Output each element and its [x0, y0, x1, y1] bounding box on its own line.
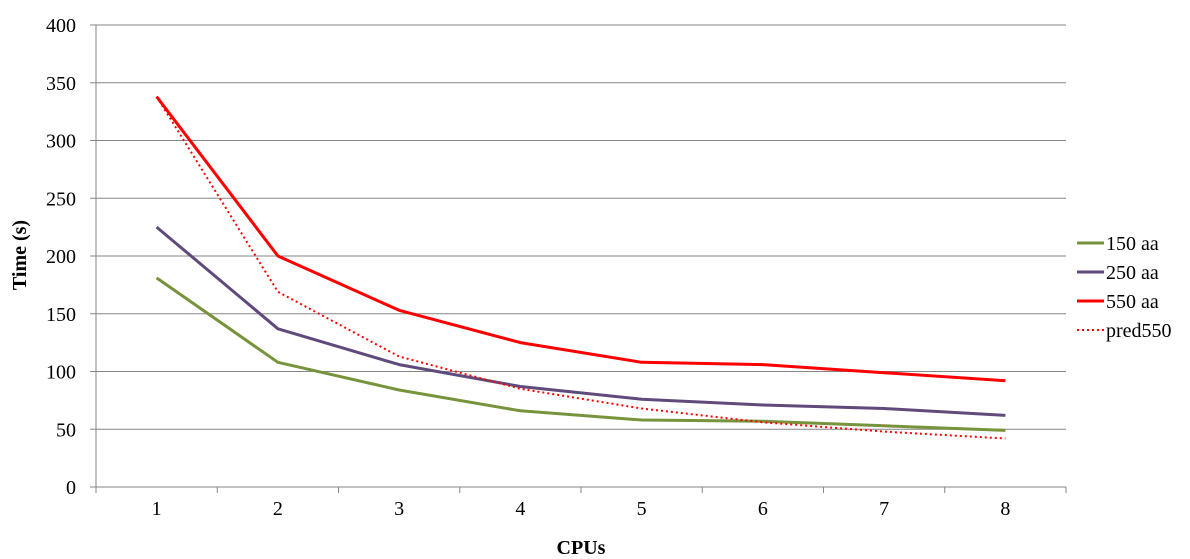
series-line-250-aa — [155, 225, 1006, 417]
x-tick-label: 5 — [637, 498, 647, 520]
x-tick-label: 2 — [273, 498, 283, 520]
legend-label: 550 aa — [1106, 291, 1159, 313]
x-tick-label: 3 — [394, 498, 404, 520]
y-tick-label: 300 — [46, 131, 76, 153]
legend-label: 250 aa — [1106, 262, 1159, 284]
series-line-550-aa — [155, 95, 1006, 383]
legend-label: 150 aa — [1106, 233, 1159, 255]
y-axis-ticks: 0 50 100 150 200 250 300 350 400 — [46, 15, 76, 499]
y-tick-label: 200 — [46, 246, 76, 268]
y-tick-label: 0 — [66, 477, 76, 499]
y-tick-label: 400 — [46, 15, 76, 37]
gridlines — [90, 24, 1066, 488]
x-axis-ticks: 1 2 3 4 5 6 7 8 — [95, 487, 1067, 520]
x-tick-label: 7 — [879, 498, 889, 520]
x-tick-label: 8 — [1000, 498, 1010, 520]
y-tick-label: 100 — [46, 362, 76, 384]
y-tick-label: 150 — [46, 304, 76, 326]
series-line-150-aa — [155, 276, 1006, 432]
y-tick-label: 350 — [46, 73, 76, 95]
series-lines — [155, 95, 1006, 440]
x-tick-label: 1 — [152, 498, 162, 520]
y-axis-title: Time (s) — [9, 220, 31, 290]
x-axis-title: CPUs — [557, 537, 606, 559]
x-tick-label: 4 — [515, 498, 525, 520]
series-line-pred550 — [155, 96, 1006, 440]
x-tick-label: 6 — [758, 498, 768, 520]
y-tick-label: 50 — [56, 419, 76, 441]
legend-label: pred550 — [1106, 320, 1172, 342]
y-tick-label: 250 — [46, 188, 76, 210]
legend: 150 aa 250 aa 550 aa pred550 — [1077, 233, 1172, 342]
